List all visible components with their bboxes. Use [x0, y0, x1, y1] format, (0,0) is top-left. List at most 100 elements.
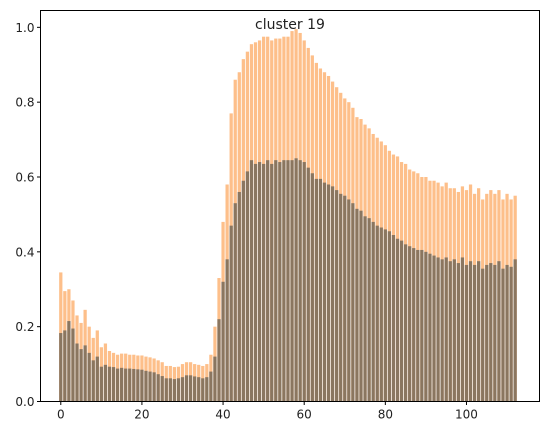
bar — [160, 376, 164, 402]
bar — [359, 210, 363, 402]
bar — [318, 178, 323, 402]
x-tick-label: 40 — [215, 408, 230, 422]
bar — [335, 190, 339, 402]
y-tick-label: 1.0 — [15, 21, 34, 35]
y-tick-label: 0.2 — [15, 320, 34, 334]
x-tick-label: 20 — [134, 408, 149, 422]
bar — [172, 379, 177, 402]
bar — [428, 253, 432, 402]
bar — [63, 330, 67, 402]
x-axis: 0 20 40 60 80 100 — [57, 401, 478, 422]
bar — [310, 173, 314, 402]
x-tick-label: 100 — [455, 408, 478, 422]
bar — [221, 281, 225, 402]
bar — [188, 375, 193, 402]
bar — [241, 180, 245, 402]
bar — [245, 171, 250, 402]
bar — [59, 333, 63, 402]
bar — [497, 261, 501, 402]
bar — [326, 184, 331, 402]
bar — [253, 163, 258, 402]
chart-title: cluster 19 — [255, 17, 325, 33]
plot-area — [59, 29, 517, 402]
bar — [91, 360, 95, 402]
bar — [156, 374, 160, 402]
bar — [152, 372, 156, 402]
bar — [408, 246, 412, 402]
x-tick-label: 0 — [57, 408, 65, 422]
bar — [249, 160, 254, 402]
bar — [257, 162, 262, 402]
bar — [193, 376, 197, 402]
bar — [367, 218, 371, 402]
bar — [371, 221, 375, 402]
bar — [132, 368, 136, 402]
bar — [140, 369, 144, 402]
bar — [355, 208, 359, 402]
bar — [460, 257, 465, 402]
bar — [489, 263, 493, 402]
bar — [383, 229, 387, 402]
bar — [464, 264, 469, 402]
bar — [233, 203, 237, 402]
series-2 — [59, 158, 517, 402]
bar — [124, 368, 128, 402]
bar — [184, 375, 189, 402]
axes-frame — [40, 10, 540, 402]
y-tick-label: 0.8 — [15, 96, 34, 110]
bar — [501, 268, 505, 402]
bar — [468, 261, 473, 402]
bar — [513, 259, 517, 402]
bar — [95, 356, 99, 402]
bar — [205, 377, 209, 402]
bar — [209, 371, 213, 402]
bar — [237, 191, 241, 402]
bar — [201, 378, 205, 402]
bar — [87, 352, 91, 402]
bar — [128, 368, 132, 402]
bar — [148, 371, 152, 402]
bar — [351, 203, 355, 402]
bar — [485, 264, 489, 402]
bar — [416, 249, 420, 402]
bar — [509, 266, 513, 402]
bar — [343, 195, 347, 402]
bar — [71, 328, 75, 402]
bar — [432, 255, 436, 402]
bar — [399, 240, 404, 402]
bar — [420, 249, 424, 402]
bar — [379, 227, 383, 402]
bar — [493, 264, 497, 402]
bar — [262, 163, 266, 402]
bar — [404, 244, 408, 402]
bar — [282, 160, 286, 402]
bar — [120, 367, 124, 402]
bar — [213, 356, 217, 402]
bar — [111, 367, 116, 402]
bar — [136, 369, 140, 402]
bar — [270, 163, 274, 402]
bar — [424, 251, 428, 402]
bar — [395, 238, 400, 402]
bar — [266, 160, 270, 402]
bar — [286, 160, 290, 402]
bar — [322, 182, 327, 402]
y-tick-label: 0.6 — [15, 171, 34, 185]
bar — [176, 378, 181, 402]
bar — [168, 378, 172, 402]
x-tick-label: 60 — [297, 408, 312, 422]
bar — [440, 259, 444, 402]
bar — [290, 160, 294, 402]
bar — [79, 349, 83, 402]
bar — [306, 167, 310, 402]
bar — [456, 263, 460, 402]
bar — [298, 160, 302, 402]
bar — [314, 178, 318, 402]
x-tick-label: 80 — [378, 408, 393, 422]
bar — [229, 225, 233, 402]
y-tick-label: 0.0 — [15, 395, 34, 409]
bar — [412, 248, 416, 402]
bar — [67, 321, 71, 402]
bar — [75, 343, 79, 402]
bar — [83, 345, 87, 402]
